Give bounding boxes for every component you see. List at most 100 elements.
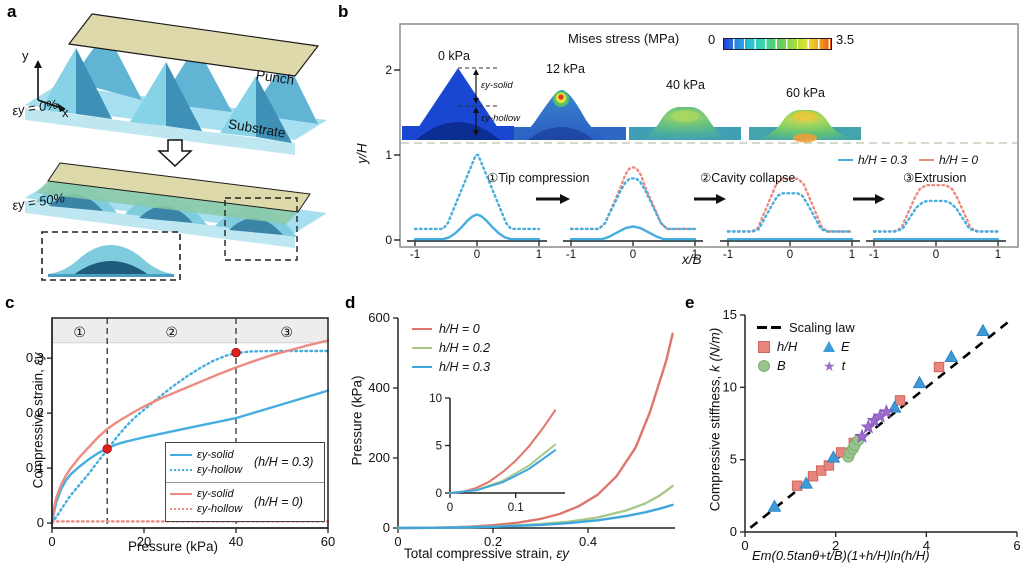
series-line: [449, 443, 557, 494]
marker-triangle: [799, 476, 814, 489]
svg-text:40: 40: [229, 534, 243, 549]
series-line: [726, 177, 854, 233]
svg-text:0: 0: [37, 515, 44, 530]
svg-text:-1: -1: [410, 249, 420, 261]
e-legend-label-t: t: [841, 358, 846, 373]
svg-text:400: 400: [368, 380, 390, 395]
series-line: [449, 449, 557, 494]
svg-text:2: 2: [832, 538, 839, 553]
d-legend-label-2: h/H = 0.3: [439, 360, 491, 374]
series-line: [396, 503, 674, 530]
c-legend-cond: (h/H = 0.3): [254, 455, 314, 470]
d-legend-label-0: h/H = 0: [439, 322, 480, 336]
svg-text:-1: -1: [869, 249, 879, 261]
chart-e: 0 2 4 6 0 5 10 15: [723, 307, 1021, 553]
series-line: [50, 389, 330, 525]
c-legend-row: εy-hollow: [170, 503, 254, 515]
c-xlabel: Pressure (kPa): [128, 539, 218, 554]
b-legend-item-1: h/H = 0: [919, 153, 978, 167]
c-ylabel: Compressive strain, εy: [31, 321, 46, 521]
colorbar-title: Mises stress (MPa): [568, 31, 680, 46]
b-legend-label-1: h/H = 0: [939, 153, 979, 167]
svg-text:0.2: 0.2: [26, 405, 44, 420]
e-legend-label-B: B: [777, 358, 786, 373]
svg-text:0.1: 0.1: [508, 502, 524, 514]
svg-text:1: 1: [692, 249, 698, 261]
series-line: [872, 184, 1000, 233]
c-ylabel-text: Compressive strain,: [30, 365, 46, 489]
dashed-line-swatch: [757, 326, 781, 329]
transition-point-marker: [102, 444, 112, 454]
panel-b-label: b: [338, 2, 349, 21]
svg-text:-1: -1: [723, 249, 733, 261]
axis-x-label: x: [62, 105, 69, 120]
snapshot-title-3: 60 kPa: [786, 86, 825, 100]
panel-c-label: c: [5, 293, 15, 312]
b-ylabel: y/H: [354, 143, 370, 164]
marker-square: [807, 471, 819, 482]
svg-text:0: 0: [741, 538, 748, 553]
c-xlabel-text: Pressure (kPa): [128, 539, 219, 554]
series-line: [726, 192, 854, 233]
d-xlabel: Total compressive strain, εy: [404, 546, 569, 561]
b-legend: h/H = 0.3 h/H = 0: [838, 153, 978, 167]
svg-text:10: 10: [429, 393, 442, 405]
svg-text:4: 4: [923, 538, 930, 553]
svg-text:0: 0: [730, 524, 737, 539]
series-line: [569, 177, 697, 231]
dim-solid-label: εy-solid: [481, 80, 513, 91]
d-ylabel-text: Pressure (kPa): [349, 375, 365, 466]
svg-text:600: 600: [368, 310, 390, 325]
marker-star: [854, 428, 870, 443]
svg-text:10: 10: [723, 379, 737, 394]
marker-triangle: [944, 349, 959, 363]
e-legend-row-1: h/H E: [757, 339, 881, 354]
svg-text:0: 0: [436, 488, 442, 500]
marker-square: [933, 361, 945, 373]
e-legend-label-E: E: [841, 339, 850, 354]
circle-marker-icon: [758, 359, 770, 372]
c-legend-cond: (h/H = 0): [254, 494, 303, 509]
panel-e-label: e: [685, 293, 695, 312]
e-xlabel: Em(0.5tanθ+t/B)(1+h/H)ln(h/H): [752, 548, 930, 563]
series-line: [872, 199, 1000, 233]
b-ytick-0: 0: [385, 233, 392, 247]
axis-y-label: y: [22, 48, 29, 63]
svg-text:0: 0: [394, 534, 401, 549]
svg-text:0.3: 0.3: [26, 350, 44, 365]
svg-text:③: ③: [280, 324, 293, 340]
line-swatch-salmon: [919, 159, 935, 161]
d-legend-row-2: h/H = 0.3: [412, 360, 490, 374]
series-line: [569, 225, 697, 241]
c-legend-label: εy-solid: [197, 488, 234, 501]
svg-text:20: 20: [137, 534, 151, 549]
chart-c: 0 20 40 60 0 0.1 0.2 0.3 ① ② ③: [26, 317, 335, 549]
line-swatch-red: [412, 328, 432, 330]
svg-text:①: ①: [73, 324, 86, 340]
e-legend-hH: h/H: [757, 339, 815, 354]
d-legend-label-1: h/H = 0.2: [439, 341, 491, 355]
svg-text:0: 0: [474, 249, 480, 261]
svg-text:0.4: 0.4: [579, 534, 597, 549]
e-legend-row-2: B ★ t: [757, 358, 881, 373]
c-legend-group-2: εy-solid εy-hollow (h/H = 0): [166, 483, 324, 522]
panel-a-art: [25, 13, 327, 281]
panel-d-label: d: [345, 293, 356, 312]
b-profiles: -1 0 1 -1 0 1 -1 0 1 -1 0 1: [406, 153, 1007, 261]
svg-text:6: 6: [1013, 538, 1020, 553]
line-swatch-red-dotted: [170, 508, 192, 511]
svg-text:0: 0: [630, 249, 636, 261]
c-legend-row: εy-solid: [170, 449, 254, 461]
svg-text:-1: -1: [566, 249, 576, 261]
e-ylabel-text: Compressive stiffness,: [707, 371, 723, 512]
snapshot-title-0: 0 kPa: [438, 49, 470, 63]
e-legend-scaling-row: Scaling law: [757, 320, 881, 335]
colorbar-max: 3.5: [836, 32, 855, 47]
svg-text:15: 15: [723, 307, 737, 322]
d-legend-row-0: h/H = 0: [412, 322, 490, 336]
d-xlabel-text: Total compressive strain,: [404, 546, 557, 561]
region-band: [52, 318, 328, 343]
svg-text:1: 1: [536, 249, 542, 261]
line-swatch-blue-dotted: [170, 468, 192, 471]
